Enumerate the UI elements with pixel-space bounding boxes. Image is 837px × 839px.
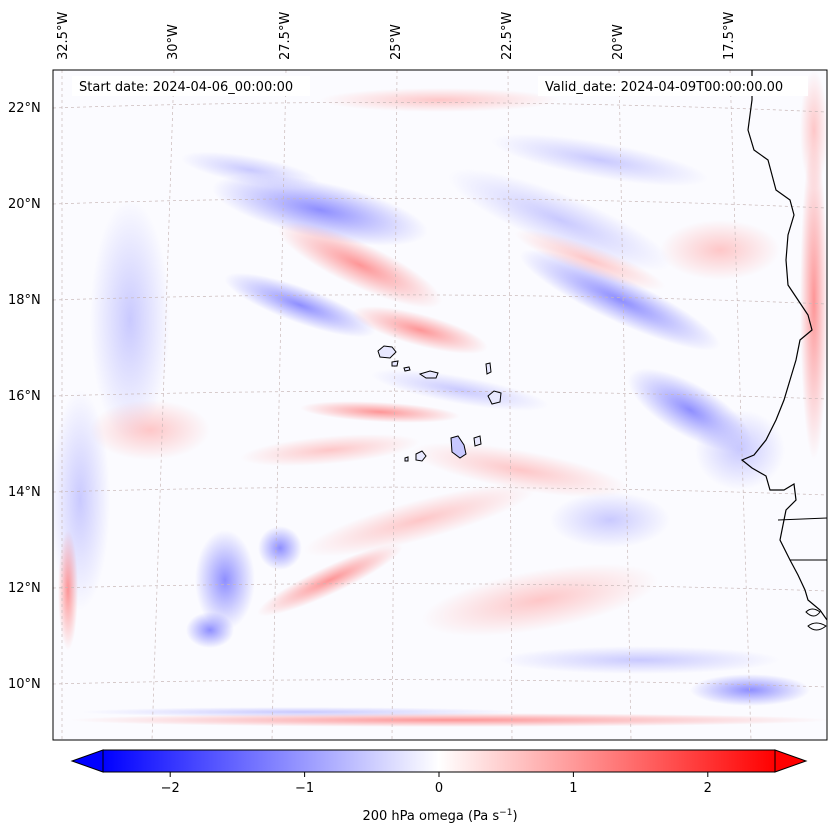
- omega-shading: [53, 70, 827, 727]
- island-santo-antao: [377, 345, 397, 359]
- latitude-labels: 22°N 20°N 18°N 16°N 14°N 12°N 10°N: [8, 101, 41, 692]
- africa-coastline: [740, 70, 827, 621]
- island-santiago: [450, 435, 467, 459]
- lon-label: 30°W: [166, 24, 181, 60]
- gridline-lat-18: [53, 294, 827, 305]
- gridline-lat-14: [53, 486, 827, 496]
- gridline-lon-27-5: [271, 70, 287, 740]
- colorbar-tick-label: 2: [704, 781, 712, 796]
- colorbar-tick-label: −2: [161, 781, 180, 796]
- island-brava: [404, 456, 409, 462]
- island-boa-vista: [487, 390, 502, 405]
- gridline-lon-30: [151, 70, 175, 740]
- island-santa-luzia: [403, 366, 411, 372]
- map-frame: [52, 69, 828, 741]
- start-date-box: [72, 76, 310, 96]
- lon-label: 22.5°W: [500, 12, 515, 60]
- lon-label: 25°W: [389, 24, 404, 60]
- island-sao-nicolau: [418, 370, 439, 379]
- island-fogo: [415, 450, 427, 462]
- island-sal: [485, 362, 492, 375]
- island-maio: [473, 435, 482, 447]
- omega-field-map: Start date: 2024-04-06_00:00:00 Valid_da…: [53, 70, 827, 740]
- gridline-lon-17-5: [729, 70, 752, 740]
- gridline-lon-25: [391, 70, 398, 740]
- start-date-label: Start date: 2024-04-06_00:00:00: [79, 80, 293, 95]
- valid-date-label: Valid_date: 2024-04-09T00:00:00.00: [545, 80, 783, 95]
- longitude-labels: 32.5°W 30°W 27.5°W 25°W 22.5°W 20°W 17.5…: [56, 12, 737, 60]
- gridline-lat-20: [53, 198, 827, 209]
- lat-label: 20°N: [8, 197, 41, 212]
- colorbar-ticks: −2 −1 0 1 2: [161, 772, 712, 796]
- colorbar-tick-label: 0: [435, 781, 443, 796]
- cape-verde-islands: [377, 345, 502, 462]
- lon-label: 32.5°W: [56, 12, 71, 60]
- lat-label: 12°N: [8, 581, 41, 596]
- gridline-lat-12: [53, 583, 827, 592]
- colorbar-extend-max: [774, 749, 808, 773]
- colorbar-body: [102, 749, 776, 773]
- gridline-lat-10: [53, 679, 827, 688]
- gridline-lon-20: [618, 70, 632, 740]
- lat-label: 18°N: [8, 293, 41, 308]
- lat-label: 16°N: [8, 389, 41, 404]
- lat-label: 10°N: [8, 677, 41, 692]
- valid-date-box: [538, 76, 808, 96]
- lat-label: 22°N: [8, 101, 41, 116]
- lat-label: 14°N: [8, 485, 41, 500]
- colorbar: −2 −1 0 1 2 200 hPa omega (Pa s−1): [70, 749, 808, 824]
- gridline-lon-22-5: [507, 70, 513, 740]
- colorbar-label: 200 hPa omega (Pa s−1): [362, 808, 517, 824]
- africa-coastline-islands: [777, 517, 827, 631]
- gridline-lat-16: [53, 390, 827, 400]
- colorbar-tick-label: 1: [569, 781, 577, 796]
- gridline-lat-22: [53, 102, 827, 113]
- graticule: [53, 70, 827, 740]
- colorbar-tick-label: −1: [295, 781, 314, 796]
- lon-label: 17.5°W: [722, 12, 737, 60]
- lon-label: 20°W: [611, 24, 626, 60]
- colorbar-extend-min: [70, 749, 104, 773]
- island-sao-vicente: [391, 360, 399, 367]
- lon-label: 27.5°W: [278, 12, 293, 60]
